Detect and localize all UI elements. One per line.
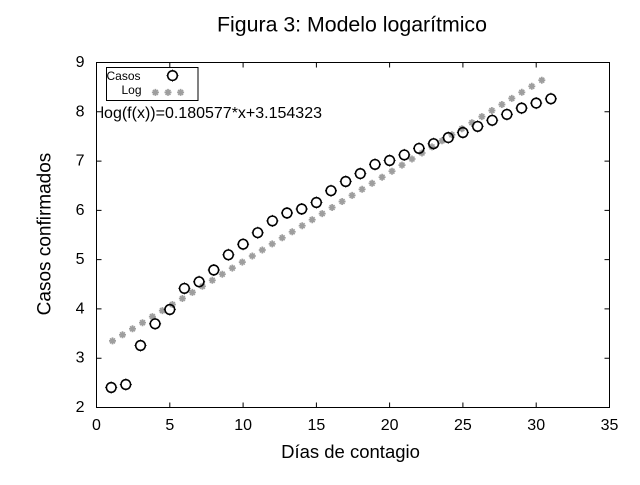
svg-text:2: 2	[76, 399, 85, 416]
svg-text:4: 4	[76, 300, 85, 317]
svg-text:log(f(x))=0.180577*x+3.154323: log(f(x))=0.180577*x+3.154323	[101, 105, 323, 122]
svg-text:3: 3	[76, 350, 85, 367]
svg-text:5: 5	[165, 417, 174, 434]
svg-text:7: 7	[76, 153, 85, 170]
svg-text:20: 20	[381, 417, 399, 434]
svg-text:Log: Log	[121, 83, 141, 97]
svg-text:5: 5	[76, 251, 85, 268]
svg-text:6: 6	[76, 202, 85, 219]
svg-text:25: 25	[454, 417, 472, 434]
svg-text:Casos: Casos	[106, 69, 140, 83]
svg-text:35: 35	[601, 417, 619, 434]
svg-text:10: 10	[234, 417, 252, 434]
svg-text:0: 0	[92, 417, 101, 434]
svg-text:30: 30	[527, 417, 545, 434]
svg-text:Casos confirmados: Casos confirmados	[35, 153, 56, 316]
svg-text:Días de contagio: Días de contagio	[281, 441, 420, 462]
svg-text:15: 15	[308, 417, 326, 434]
svg-text:9: 9	[76, 54, 85, 71]
svg-text:Figura 3: Modelo logarítmico: Figura 3: Modelo logarítmico	[217, 13, 487, 37]
svg-text:8: 8	[76, 103, 85, 120]
